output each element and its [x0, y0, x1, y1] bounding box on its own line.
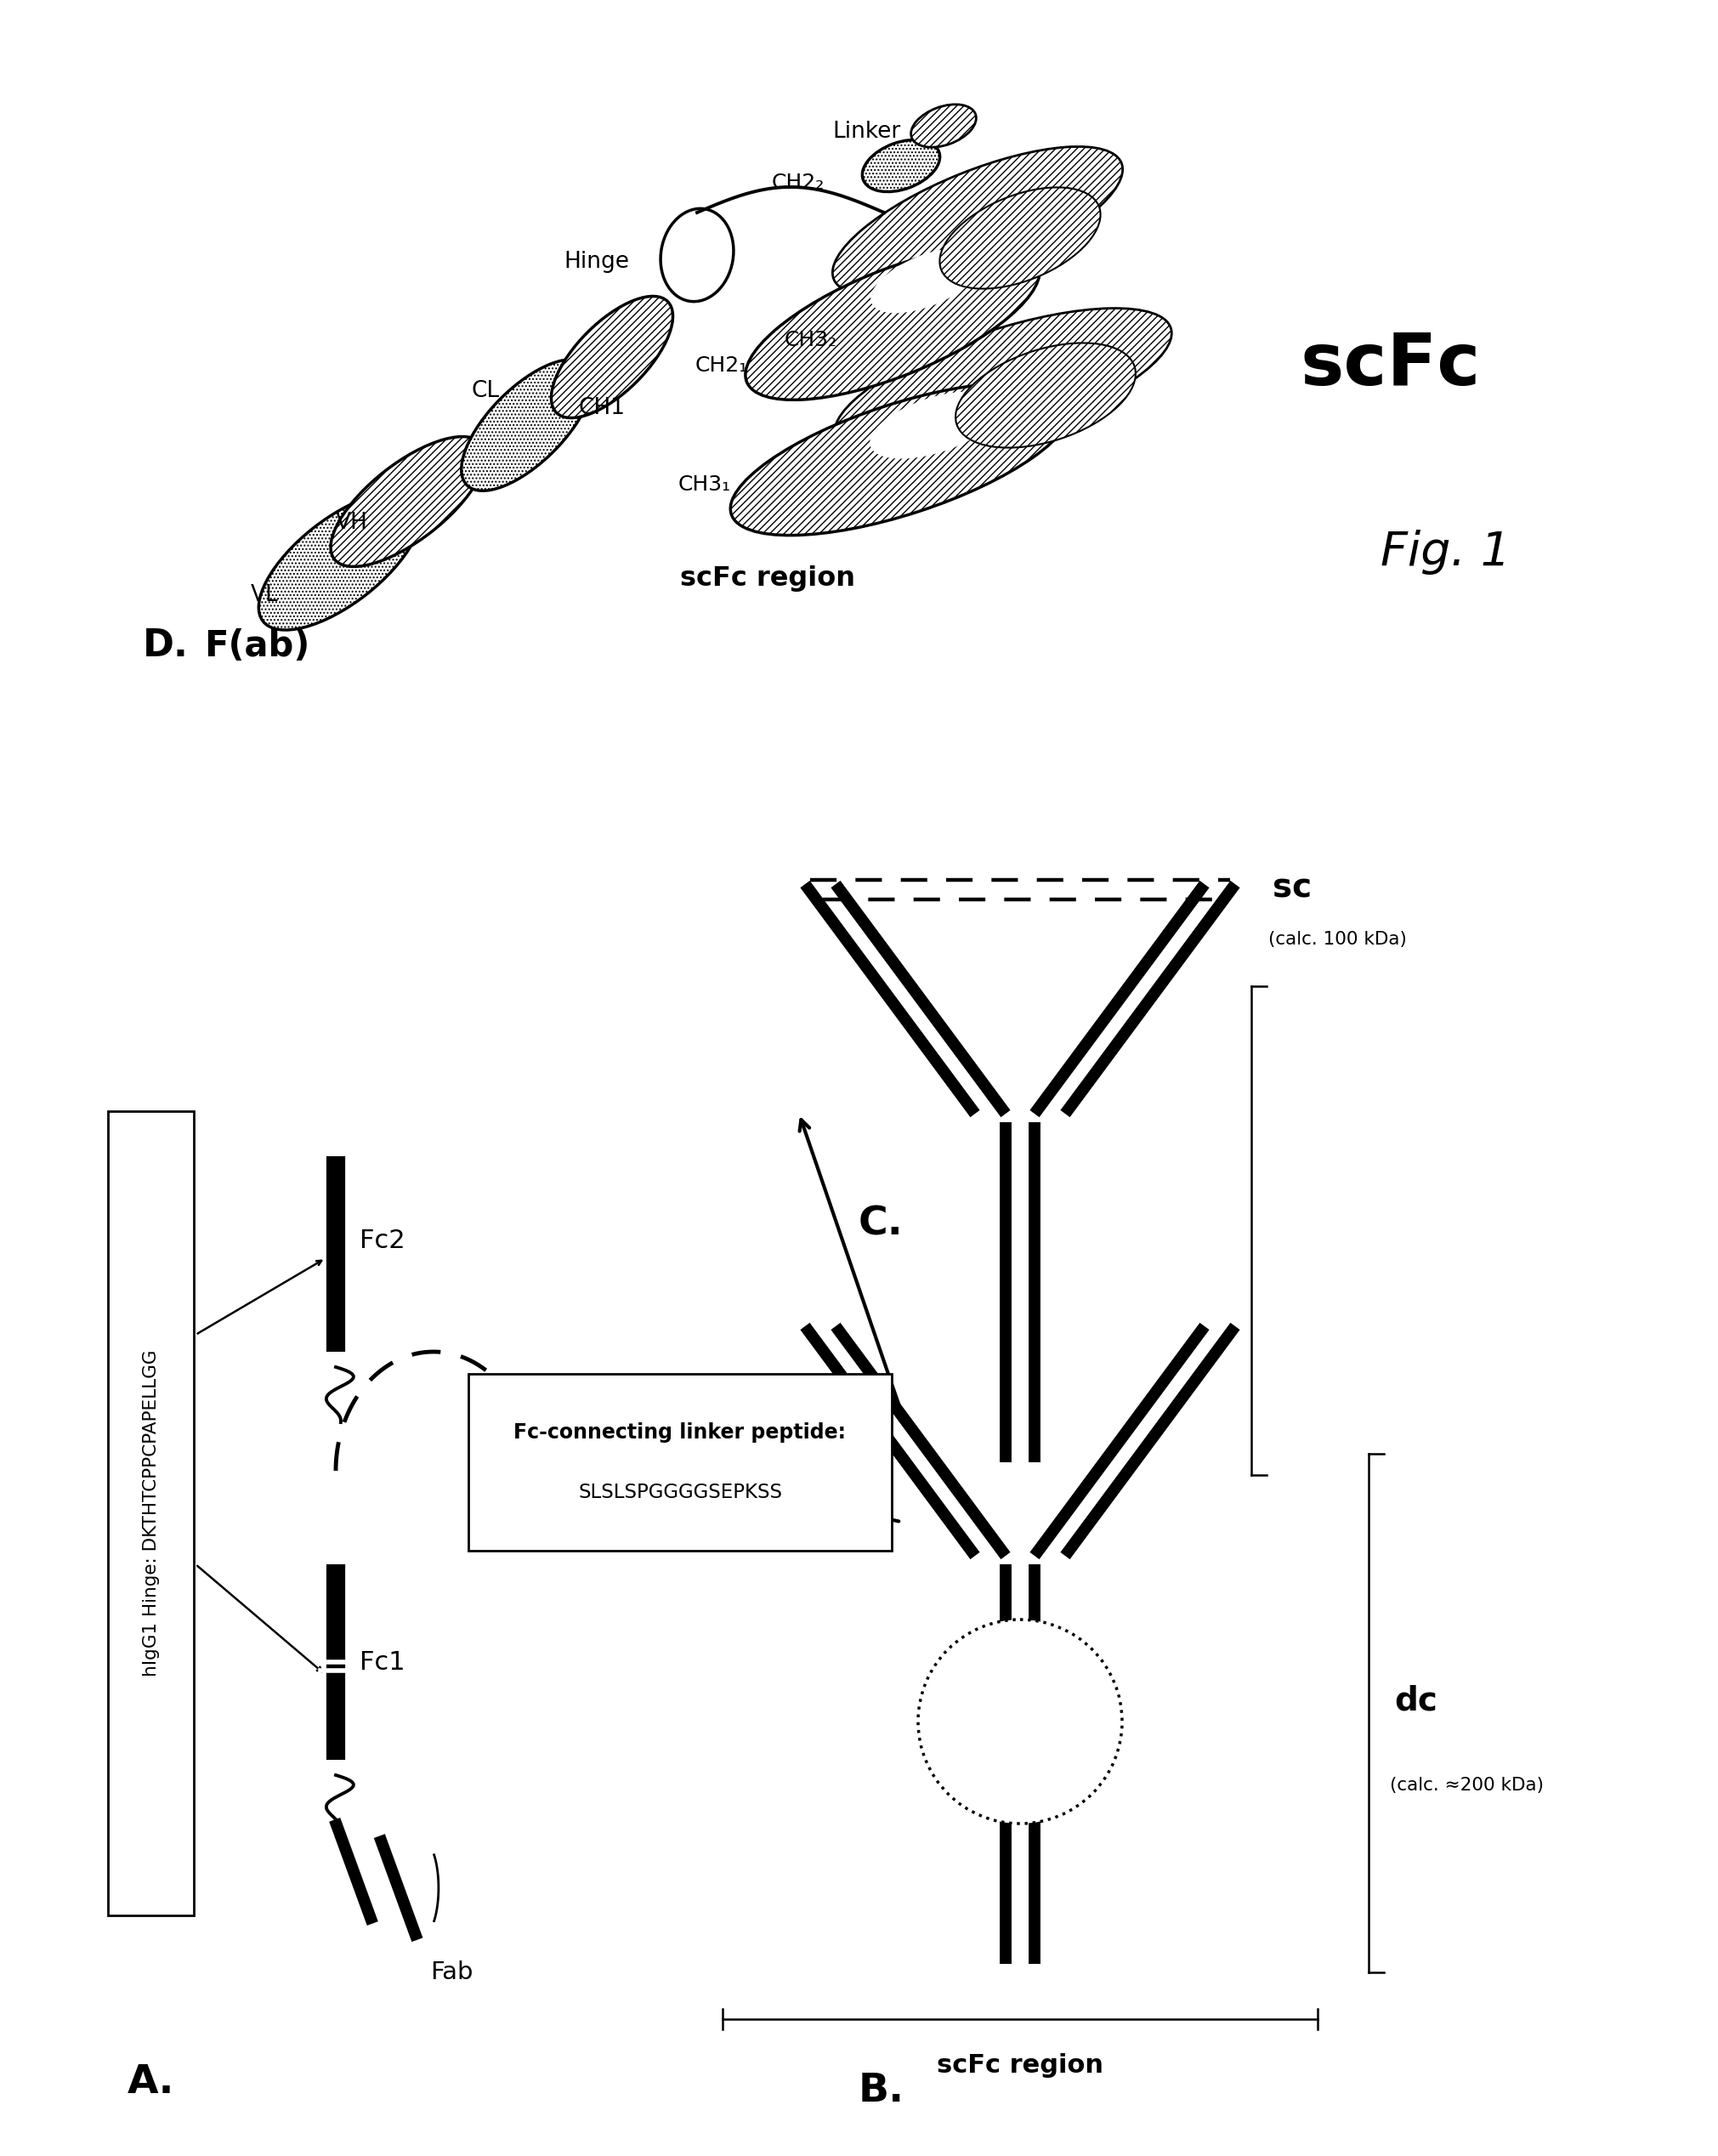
Text: sc: sc [1273, 873, 1313, 906]
Text: Fc2: Fc2 [359, 1229, 405, 1253]
Ellipse shape [940, 188, 1101, 289]
Text: hIgG1 Hinge: DKTHTCPPCPAPELLGG: hIgG1 Hinge: DKTHTCPPCPAPELLGG [143, 1350, 160, 1677]
Ellipse shape [462, 360, 593, 492]
Ellipse shape [551, 295, 673, 418]
Ellipse shape [660, 209, 734, 302]
Text: (calc. 100 kDa): (calc. 100 kDa) [1268, 931, 1407, 949]
Ellipse shape [746, 246, 1039, 399]
Text: Fc1: Fc1 [359, 1649, 405, 1675]
Text: dc: dc [1393, 1684, 1438, 1716]
Ellipse shape [833, 147, 1122, 295]
Text: Hinge: Hinge [564, 250, 629, 274]
Text: scFc: scFc [1301, 330, 1481, 401]
Text: Fab: Fab [430, 1960, 472, 1984]
Text: CH1: CH1 [577, 397, 625, 418]
Ellipse shape [871, 248, 983, 313]
Text: scFc region: scFc region [936, 2053, 1103, 2078]
Ellipse shape [869, 392, 1000, 459]
Text: CH3₂: CH3₂ [785, 330, 837, 349]
Text: B.: B. [859, 2072, 905, 2111]
Ellipse shape [955, 343, 1136, 448]
Text: Fig. 1: Fig. 1 [1380, 530, 1510, 576]
Circle shape [917, 1619, 1122, 1824]
Text: (calc. ≈200 kDa): (calc. ≈200 kDa) [1390, 1777, 1544, 1794]
Text: VL: VL [251, 584, 278, 606]
Ellipse shape [259, 492, 421, 630]
FancyBboxPatch shape [108, 1110, 194, 1915]
Ellipse shape [862, 140, 940, 192]
Ellipse shape [330, 438, 486, 567]
Text: scFc region: scFc region [680, 565, 856, 591]
Text: A.: A. [127, 2063, 175, 2102]
Text: CH2₂: CH2₂ [771, 172, 825, 194]
Text: CH2₁: CH2₁ [696, 356, 747, 375]
Text: Linker: Linker [833, 121, 902, 142]
Ellipse shape [911, 103, 976, 147]
Text: CH3₁: CH3₁ [679, 474, 732, 494]
Text: CL: CL [472, 379, 500, 403]
FancyBboxPatch shape [469, 1373, 892, 1550]
Ellipse shape [730, 384, 1072, 535]
Ellipse shape [835, 308, 1172, 457]
Text: SLSLSPGGGGSEPKSS: SLSLSPGGGGSEPKSS [577, 1483, 782, 1503]
Text: D.: D. [143, 627, 189, 664]
Text: VH: VH [335, 511, 368, 535]
Text: C.: C. [859, 1205, 904, 1244]
Text: Fc-connecting linker peptide:: Fc-connecting linker peptide: [514, 1423, 847, 1442]
Text: F(ab): F(ab) [204, 627, 309, 664]
